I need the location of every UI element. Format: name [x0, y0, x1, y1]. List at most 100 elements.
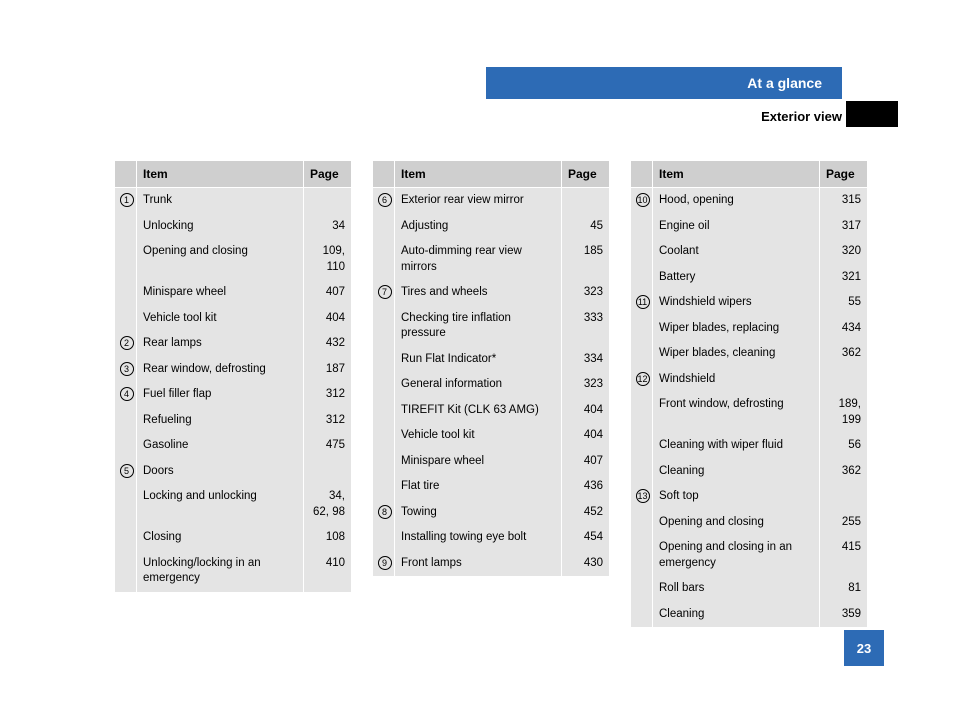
table-row: Opening and closing255 [631, 510, 868, 536]
row-item-cell: Locking and unlocking [137, 484, 304, 525]
table-row: Opening and closing in an emergency415 [631, 535, 868, 576]
row-number-cell [631, 214, 653, 240]
row-number-cell [631, 433, 653, 459]
row-number-cell [115, 525, 137, 551]
row-page-cell: 430 [562, 551, 610, 577]
row-number-cell [631, 239, 653, 265]
row-item-cell: Windshield wipers [653, 290, 820, 316]
row-number-cell: 3 [115, 357, 137, 383]
row-page-cell: 320 [820, 239, 868, 265]
tbody-col3: 10Hood, opening315Engine oil317Coolant32… [631, 188, 868, 628]
table-row: Closing108 [115, 525, 352, 551]
number-circle-icon: 10 [636, 193, 650, 207]
row-number-cell [631, 316, 653, 342]
row-item-cell: Minispare wheel [137, 280, 304, 306]
section-title: At a glance [486, 67, 842, 99]
row-page-cell: 415 [820, 535, 868, 576]
row-number-cell [373, 214, 395, 240]
row-item-cell: Hood, opening [653, 188, 820, 214]
row-page-cell: 407 [304, 280, 352, 306]
table-row: Cleaning362 [631, 459, 868, 485]
row-item-cell: Coolant [653, 239, 820, 265]
row-number-cell [373, 372, 395, 398]
row-page-cell: 323 [562, 280, 610, 306]
row-item-cell: Cleaning [653, 459, 820, 485]
row-number-cell [373, 239, 395, 280]
table-row: Engine oil317 [631, 214, 868, 240]
row-number-cell [115, 408, 137, 434]
number-circle-icon: 4 [120, 387, 134, 401]
row-number-cell [115, 551, 137, 592]
table-row: Refueling312 [115, 408, 352, 434]
row-number-cell: 9 [373, 551, 395, 577]
row-item-cell: Tires and wheels [395, 280, 562, 306]
row-item-cell: Soft top [653, 484, 820, 510]
row-item-cell: Vehicle tool kit [395, 423, 562, 449]
row-page-cell: 109, 110 [304, 239, 352, 280]
table-row: Battery321 [631, 265, 868, 291]
number-circle-icon: 1 [120, 193, 134, 207]
row-item-cell: Closing [137, 525, 304, 551]
row-number-cell [373, 347, 395, 373]
number-circle-icon: 13 [636, 489, 650, 503]
row-number-cell [373, 474, 395, 500]
table-row: 5Doors [115, 459, 352, 485]
row-item-cell: Front window, defrosting [653, 392, 820, 433]
table-row: Minispare wheel407 [373, 449, 610, 475]
th-page: Page [820, 161, 868, 188]
number-circle-icon: 12 [636, 372, 650, 386]
row-item-cell: Refueling [137, 408, 304, 434]
row-page-cell: 185 [562, 239, 610, 280]
table-row: 7Tires and wheels323 [373, 280, 610, 306]
row-item-cell: Exterior rear view mirror [395, 188, 562, 214]
row-page-cell: 108 [304, 525, 352, 551]
th-blank [115, 161, 137, 188]
row-number-cell [373, 398, 395, 424]
table-row: Front window, defrosting189, 199 [631, 392, 868, 433]
table-row: 2Rear lamps432 [115, 331, 352, 357]
table-row: Vehicle tool kit404 [373, 423, 610, 449]
row-item-cell: Towing [395, 500, 562, 526]
table-row: Wiper blades, cleaning362 [631, 341, 868, 367]
table-row: 4Fuel filler flap312 [115, 382, 352, 408]
row-item-cell: Windshield [653, 367, 820, 393]
row-page-cell [562, 188, 610, 214]
row-number-cell: 2 [115, 331, 137, 357]
row-page-cell: 34, 62, 98 [304, 484, 352, 525]
row-item-cell: Minispare wheel [395, 449, 562, 475]
table-row: Opening and closing109, 110 [115, 239, 352, 280]
row-page-cell: 55 [820, 290, 868, 316]
row-number-cell [631, 392, 653, 433]
row-item-cell: Fuel filler flap [137, 382, 304, 408]
table-row: Cleaning359 [631, 602, 868, 628]
row-page-cell: 454 [562, 525, 610, 551]
row-item-cell: Vehicle tool kit [137, 306, 304, 332]
table-row: Vehicle tool kit404 [115, 306, 352, 332]
tbody-col1: 1TrunkUnlocking34Opening and closing109,… [115, 188, 352, 592]
row-page-cell: 34 [304, 214, 352, 240]
row-number-cell [115, 280, 137, 306]
table-row: TIREFIT Kit (CLK 63 AMG)404 [373, 398, 610, 424]
number-circle-icon: 8 [378, 505, 392, 519]
row-item-cell: Opening and closing [653, 510, 820, 536]
row-item-cell: Run Flat Indicator* [395, 347, 562, 373]
th-item: Item [653, 161, 820, 188]
row-number-cell: 8 [373, 500, 395, 526]
row-number-cell [631, 341, 653, 367]
row-page-cell: 407 [562, 449, 610, 475]
table-row: 3Rear window, defrosting187 [115, 357, 352, 383]
row-item-cell: Roll bars [653, 576, 820, 602]
row-page-cell: 404 [562, 398, 610, 424]
table-row: Minispare wheel407 [115, 280, 352, 306]
table-row: Run Flat Indicator*334 [373, 347, 610, 373]
row-number-cell [115, 433, 137, 459]
row-page-cell [820, 484, 868, 510]
row-page-cell: 404 [304, 306, 352, 332]
row-number-cell: 6 [373, 188, 395, 214]
row-item-cell: Opening and closing in an emergency [653, 535, 820, 576]
row-item-cell: Opening and closing [137, 239, 304, 280]
row-page-cell: 333 [562, 306, 610, 347]
row-item-cell: Battery [653, 265, 820, 291]
row-page-cell [820, 367, 868, 393]
side-tab-black [846, 101, 898, 127]
